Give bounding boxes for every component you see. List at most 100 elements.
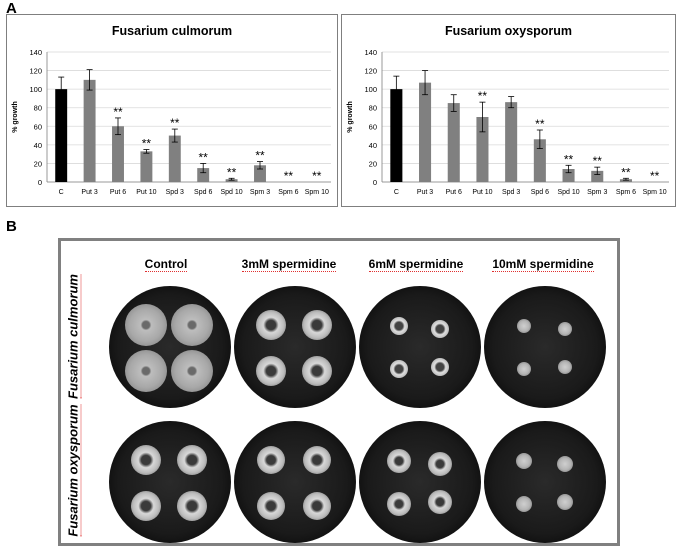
significance-mark: **: [142, 137, 152, 151]
fungal-colony: [301, 310, 332, 341]
y-tick-label: 80: [34, 104, 42, 113]
chart-title: Fusarium oxysporum: [445, 24, 572, 38]
plate-photo-panel: Control 3mM spermidine 6mM spermidine 10…: [58, 238, 620, 546]
significance-mark: **: [564, 152, 574, 166]
bar: [533, 139, 546, 182]
fungal-colony: [390, 359, 409, 378]
x-tick-label: Spm 10: [643, 189, 667, 196]
petri-dish: [359, 421, 481, 543]
bar: [197, 168, 210, 182]
fungal-colony: [301, 356, 332, 387]
y-tick-label: 120: [29, 67, 42, 76]
x-tick-label: Spm 3: [587, 189, 607, 196]
significance-mark: **: [199, 150, 209, 164]
fungal-colony: [124, 350, 167, 393]
bar: [83, 79, 96, 182]
panel-b-label: B: [6, 218, 17, 235]
bar: [168, 135, 181, 182]
y-tick-label: 140: [29, 48, 42, 57]
fungal-colony: [556, 493, 573, 510]
significance-mark: **: [593, 154, 603, 168]
bar: [447, 103, 460, 182]
x-tick-label: Spd 10: [557, 189, 579, 196]
chart-fusarium-culmorum: Fusarium culmorum % growth 0 20 40 60 80 100 120…: [6, 14, 338, 207]
y-tick-label: 0: [373, 178, 377, 187]
bar: [112, 126, 124, 182]
fungal-colony: [130, 491, 161, 522]
column-label-control: Control: [144, 257, 188, 272]
bar: [562, 169, 575, 182]
fungal-colony: [556, 455, 573, 472]
y-tick-label: 20: [369, 159, 377, 168]
column-label-6mm: 6mM spermidine: [368, 257, 464, 272]
petri-dish: [484, 421, 606, 543]
x-tick-label: Spm 3: [250, 189, 270, 196]
fungal-colony: [255, 310, 286, 341]
petri-dish: [234, 286, 356, 408]
petri-dish: [484, 286, 606, 408]
bar: [419, 82, 432, 182]
y-tick-label: 60: [369, 122, 377, 131]
significance-mark: **: [312, 169, 322, 183]
y-axis-label: % growth: [347, 101, 354, 133]
fungal-colony: [427, 451, 452, 476]
significance-mark: **: [284, 169, 294, 183]
fungal-colony: [302, 446, 331, 475]
y-tick-label: 40: [369, 141, 377, 150]
x-tick-label: Put 6: [446, 189, 462, 196]
fungal-colony: [390, 317, 409, 336]
significance-mark: **: [650, 169, 660, 183]
fungal-colony: [516, 453, 533, 470]
y-tick-label: 100: [364, 85, 377, 94]
x-tick-label: Spd 3: [166, 189, 184, 196]
fungal-colony: [170, 350, 213, 393]
fungal-colony: [557, 321, 572, 336]
chart-title: Fusarium culmorum: [112, 24, 232, 38]
fungal-colony: [427, 489, 452, 514]
petri-dish: [109, 421, 231, 543]
bar: [254, 165, 266, 182]
petri-dish: [234, 421, 356, 543]
x-tick-label: Put 3: [417, 189, 433, 196]
x-tick-label: C: [394, 189, 399, 196]
fungal-colony: [387, 449, 412, 474]
x-tick-label: Spd 6: [194, 189, 212, 196]
significance-mark: **: [255, 149, 265, 163]
y-tick-label: 20: [34, 159, 42, 168]
significance-mark: **: [170, 116, 180, 130]
y-tick-label: 40: [34, 141, 42, 150]
x-tick-label: Put 10: [136, 189, 156, 196]
y-tick-label: 140: [364, 48, 377, 57]
x-tick-label: Spm 6: [278, 189, 298, 196]
bar: [476, 117, 489, 182]
y-tick-label: 0: [38, 178, 42, 187]
x-tick-label: Spd 3: [502, 189, 520, 196]
y-tick-label: 80: [369, 104, 377, 113]
y-tick-label: 100: [29, 85, 42, 94]
petri-dish: [109, 286, 231, 408]
bar: [55, 89, 68, 182]
significance-mark: **: [535, 117, 545, 131]
bar: [505, 102, 518, 182]
fungal-colony: [517, 361, 532, 376]
chart-fusarium-oxysporum: Fusarium oxysporum % growth 0 20 40 60 80 100 12…: [341, 14, 676, 207]
x-tick-label: Spd 10: [221, 189, 243, 196]
bar: [390, 89, 403, 182]
panel-a-label: A: [6, 0, 17, 17]
x-tick-label: Spm 6: [616, 189, 636, 196]
column-label-10mm: 10mM spermidine: [492, 257, 594, 272]
fungal-colony: [430, 357, 449, 376]
chart-culmorum-svg: Fusarium culmorum % growth 0 20 40 60 80 100 120…: [12, 24, 331, 196]
row-label-oxysporum: Fusarium oxysporum: [65, 404, 82, 537]
x-tick-label: Spd 6: [531, 189, 549, 196]
fungal-colony: [517, 319, 532, 334]
fungal-colony: [387, 491, 412, 516]
fungal-colony: [302, 492, 331, 521]
chart-oxysporum-svg: Fusarium oxysporum % growth 0 20 40 60 80 100 12…: [347, 24, 669, 196]
fungal-colony: [170, 304, 213, 347]
fungal-colony: [256, 446, 285, 475]
bar: [619, 179, 632, 182]
fungal-colony: [176, 445, 207, 476]
bar: [591, 170, 604, 182]
y-axis-label: % growth: [12, 101, 19, 133]
